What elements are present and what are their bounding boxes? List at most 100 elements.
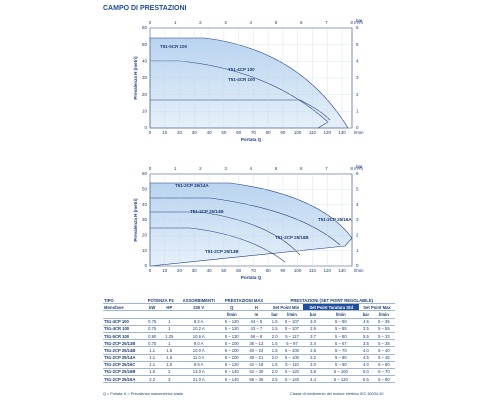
cell: 5 – 97 — [280, 339, 304, 348]
cell: 9.2 A — [177, 318, 220, 326]
x-tick-label: 0 — [149, 268, 152, 273]
cell: 3.7 — [303, 332, 323, 341]
top-tick-label: 5 — [275, 20, 278, 25]
cell: 56 – 8 — [244, 332, 269, 341]
cell: 5 – 90 — [372, 375, 395, 384]
top-tick-label: 3 — [224, 166, 227, 171]
curve-label: T51-4CP 100 — [228, 67, 255, 72]
x-label: Portata Q — [241, 275, 262, 280]
cell: T51-2CP 25/14A — [103, 354, 144, 362]
cell: 5 – 70 — [322, 346, 359, 355]
x-tick-label: 110 — [309, 130, 317, 135]
unit-cell: l/min — [322, 310, 359, 319]
cell: 5 – 35 — [372, 339, 395, 348]
cell: 2.0 — [268, 368, 281, 377]
cell: 5 – 45 — [372, 354, 395, 362]
cell: 5 – 60 — [372, 361, 395, 369]
x-tick-label: 130 — [338, 130, 346, 135]
cell: 1.25 — [160, 332, 178, 341]
cell: 1.5 — [143, 368, 161, 377]
curve — [150, 60, 329, 129]
header-cell: Q — [219, 303, 245, 312]
cell: 1.5 — [268, 346, 281, 355]
top-tick-label: 8 — [350, 20, 353, 25]
cell: T51-2CP 25/16C — [103, 361, 144, 369]
cell: 5 – 70 — [372, 368, 395, 377]
top-unit: m³/h — [354, 166, 363, 171]
unit-cell: l/min — [219, 310, 245, 319]
x-tick-label: 70 — [251, 130, 257, 135]
x-tick-label: 100 — [294, 268, 302, 273]
cell: 1.5 — [160, 361, 178, 369]
y2-tick-label: 4 — [356, 59, 359, 64]
y2-tick-label: 5 — [356, 187, 359, 192]
top-tick-label: 1 — [174, 166, 177, 171]
y-tick-label: 40 — [142, 202, 148, 207]
cell: 1.5 — [160, 346, 178, 355]
x-tick-label: 0 — [149, 130, 152, 135]
cell: 5 – 110 — [280, 361, 304, 369]
cell: 0.75 — [143, 318, 161, 326]
cell: T51-4CP 100 — [103, 318, 144, 326]
cell: 5 – 140 — [219, 368, 245, 377]
y2-tick-label: 1 — [356, 248, 359, 253]
unit-cell: bar — [268, 310, 281, 319]
x-tick-label: 30 — [192, 130, 198, 135]
cell: 2.0 — [268, 354, 281, 362]
x-tick-label: 110 — [309, 268, 317, 273]
cell: 1 — [160, 339, 178, 348]
header-cell: PRESTAZIONI (SET POINT REGOLABILE) — [268, 297, 395, 305]
x-tick-label: 30 — [192, 268, 198, 273]
curve-label: T51-2CP 25/13B — [205, 249, 239, 254]
header-cell: kW — [143, 303, 161, 312]
cell: 13.0 A — [177, 368, 220, 377]
y-label: Prevalenza H (metri) — [133, 198, 138, 242]
header-cell: Monofase — [103, 303, 144, 312]
top-tick-label: 1 — [174, 20, 177, 25]
header-cell: H — [244, 303, 269, 312]
cell: 3.0 — [303, 318, 323, 326]
cell: 0.75 — [143, 339, 161, 348]
cell: 5 – 55 — [372, 325, 395, 333]
y2-tick-label: 4 — [356, 202, 359, 207]
y2-tick-label: 0 — [356, 263, 359, 268]
x-unit: l/min — [354, 130, 364, 135]
x-unit: l/min — [354, 268, 364, 273]
curve — [150, 197, 341, 246]
y2-tick-label: 1 — [356, 109, 359, 114]
top-tick-label: 0 — [149, 166, 152, 171]
top-tick-label: 5 — [275, 166, 278, 171]
y2-tick-label: 6 — [356, 171, 359, 176]
y-tick-label: 20 — [142, 92, 148, 97]
y-tick-label: 10 — [142, 109, 148, 114]
x-tick-label: 40 — [207, 268, 213, 273]
unit-cell: m — [244, 310, 269, 319]
x-tick-label: 50 — [221, 268, 227, 273]
cell: 42 – 18 — [244, 361, 269, 369]
unit-cell: l/min — [372, 310, 395, 319]
cell: 5 – 100 — [219, 346, 245, 355]
cell: 4.4 — [303, 375, 323, 384]
cell: 5.5 — [359, 332, 373, 341]
unit-cell: l/min — [280, 310, 304, 319]
curve — [150, 211, 301, 256]
curve — [150, 227, 286, 263]
header-cell: Set Point Max — [359, 303, 395, 312]
top-tick-label: 7 — [325, 166, 328, 171]
y-tick-label: 0 — [144, 263, 147, 268]
top-tick-label: 6 — [300, 20, 303, 25]
cell: 3.5 — [359, 325, 373, 333]
x-tick-label: 10 — [162, 130, 168, 135]
curve — [150, 99, 331, 121]
cell: 10.6 A — [177, 332, 220, 341]
cell: 21.0 A — [177, 375, 220, 384]
cell: 5 – 140 — [280, 375, 304, 384]
cell: 5.5 — [359, 375, 373, 384]
header-cell: PRESTAZIONI MAX — [219, 297, 269, 305]
x-tick-label: 130 — [338, 268, 346, 273]
cell: 5 – 100 — [280, 354, 304, 362]
cell: 2.0 — [268, 332, 281, 341]
cell: 5 – 80 — [322, 318, 359, 326]
cell: 2 — [160, 368, 178, 377]
x-tick-label: 20 — [177, 268, 183, 273]
